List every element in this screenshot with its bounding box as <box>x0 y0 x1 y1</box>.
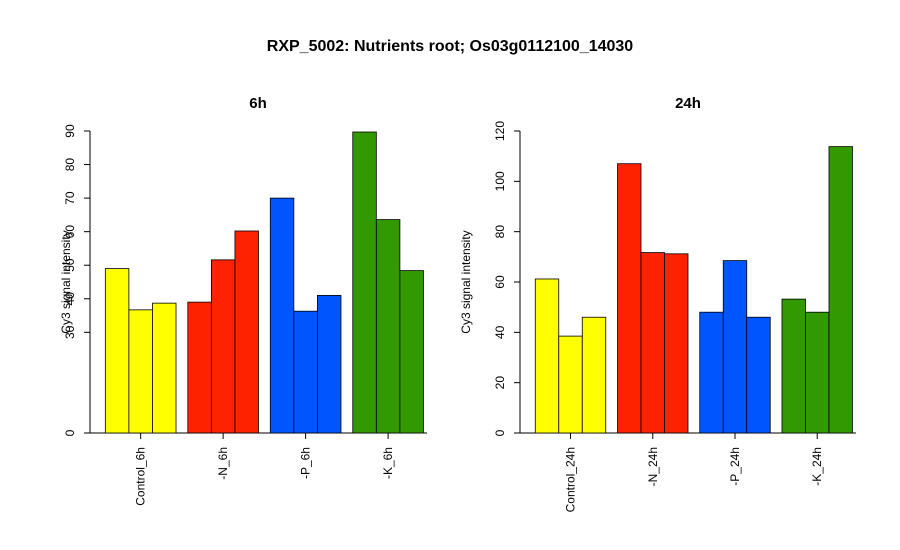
bar <box>375 219 401 434</box>
bar <box>104 268 130 434</box>
y-tick-label: 0 <box>493 429 507 436</box>
bar <box>699 311 724 434</box>
x-tick-label: -N_6h <box>216 447 230 480</box>
y-tick-label: 100 <box>493 171 507 191</box>
y-tick-label: 20 <box>493 376 507 390</box>
y-tick-label: 90 <box>63 124 77 138</box>
x-tick-label: -K_24h <box>810 447 824 486</box>
y-tick-label: 40 <box>493 325 507 339</box>
bar <box>722 260 748 434</box>
x-tick-label: Control_24h <box>564 447 578 512</box>
bar <box>269 197 295 434</box>
bar <box>558 335 583 434</box>
bar <box>617 163 642 434</box>
y-tick-label: 40 <box>63 292 77 306</box>
y-tick-label: 60 <box>63 225 77 239</box>
bar <box>234 230 259 434</box>
y-tick-label: 80 <box>493 225 507 239</box>
y-axis-label: Cy3 signal intensity <box>459 230 473 333</box>
bar <box>352 131 377 434</box>
x-tick-label: -N_24h <box>646 447 660 486</box>
y-tick-label: 30 <box>63 325 77 339</box>
bar <box>534 278 560 434</box>
bar <box>746 316 771 434</box>
y-axis-label: Cy3 signal intensity <box>59 230 73 333</box>
y-tick-label: 50 <box>63 258 77 272</box>
x-tick-label: -P_24h <box>728 447 742 486</box>
panel-title: 24h <box>675 95 701 112</box>
y-tick-label: 60 <box>493 275 507 289</box>
bar <box>781 298 806 434</box>
y-tick-label: 70 <box>63 191 77 205</box>
bar <box>187 301 212 434</box>
y-tick-label: 0 <box>63 429 77 436</box>
x-tick-label: -P_6h <box>299 447 313 479</box>
y-tick-label: 80 <box>63 158 77 172</box>
bar <box>664 253 689 434</box>
main-title: RXP_5002: Nutrients root; Os03g0112100_1… <box>266 38 634 55</box>
bar <box>210 259 236 434</box>
bar <box>399 270 424 434</box>
bar <box>128 309 153 434</box>
bar <box>640 252 665 434</box>
bar <box>805 311 830 434</box>
y-tick-label: 120 <box>493 121 507 141</box>
panel-title: 6h <box>249 95 267 112</box>
x-tick-label: -K_6h <box>381 447 395 479</box>
bar <box>293 310 318 434</box>
bar <box>581 316 607 434</box>
bar <box>828 146 853 434</box>
bar <box>152 302 177 434</box>
bar <box>317 295 342 434</box>
x-tick-label: Control_6h <box>134 447 148 506</box>
